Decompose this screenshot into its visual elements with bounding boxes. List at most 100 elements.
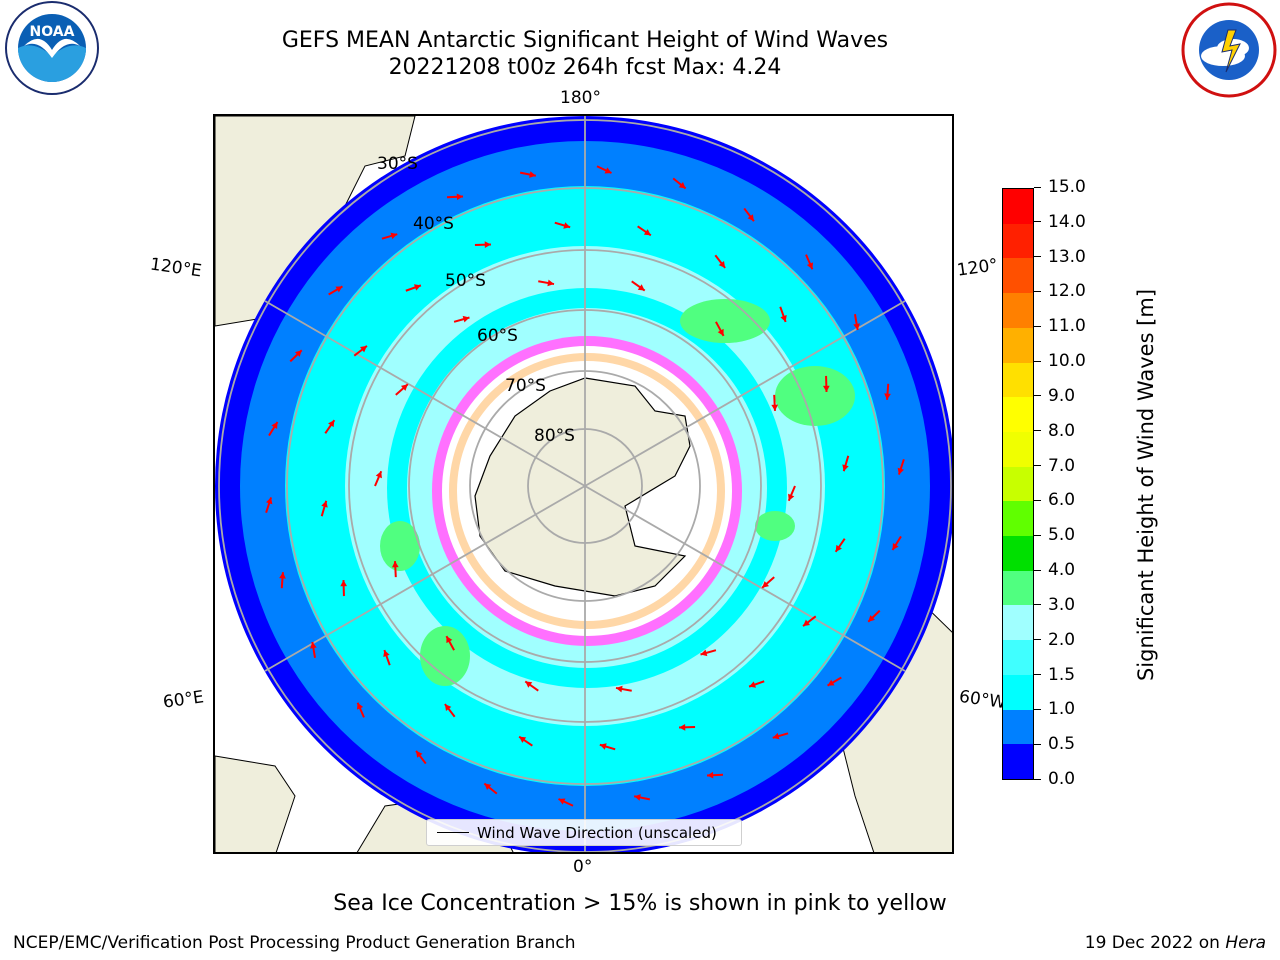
colorbar-tick: 14.0 <box>1034 212 1086 232</box>
nws-logo <box>1178 0 1280 100</box>
lon-label-top: 180° <box>560 88 601 108</box>
colorbar-segment <box>1003 709 1033 745</box>
lat-label-70s: 70°S <box>505 376 546 396</box>
wave-direction-arrowhead <box>462 315 470 323</box>
credit-branch: NCEP/EMC/Verification Post Processing Pr… <box>13 933 576 953</box>
wave-direction-arrowhead <box>822 385 830 392</box>
colorbar-tick: 4.0 <box>1034 560 1075 580</box>
wave-direction-arrowhead <box>717 328 724 336</box>
colorbar-tick: 13.0 <box>1034 247 1086 267</box>
colorbar-segment <box>1003 327 1033 363</box>
colorbar-tick: 10.0 <box>1034 351 1086 371</box>
colorbar-ticks: 0.0 0.5 1.0 1.5 2.0 3.0 4.0 5.0 6.0 7.0 8.0 9.0 10.0… <box>1034 177 1114 789</box>
wave-direction-arrowhead <box>294 350 302 357</box>
colorbar-segment <box>1003 362 1033 398</box>
colorbar-segment <box>1003 570 1033 606</box>
wave-direction-arrowhead <box>853 323 860 331</box>
colorbar-segment <box>1003 431 1033 467</box>
wave-direction-arrowhead <box>444 704 452 711</box>
colorbar-tick: 15.0 <box>1034 177 1086 197</box>
wave-direction-arrowhead <box>718 261 726 268</box>
wave-direction-arrowhead <box>679 723 686 731</box>
wave-direction-arrowhead <box>340 580 348 587</box>
wave-direction-arrowhead <box>749 681 757 688</box>
colorbar-tick: 3.0 <box>1034 595 1075 615</box>
wave-direction-arrowhead <box>335 286 343 293</box>
wave-direction-arrowhead <box>391 561 399 568</box>
wave-direction-arrowhead <box>806 262 814 270</box>
wave-direction-arrowhead <box>456 193 464 201</box>
lon-label-bottom: 0° <box>573 857 593 877</box>
colorbar <box>1002 188 1034 780</box>
colorbar-segment <box>1003 674 1033 710</box>
lon-label-lower-right: 60°W <box>957 686 1008 714</box>
colorbar-tick: 1.5 <box>1034 665 1075 685</box>
wave-direction-arrowhead <box>310 641 317 649</box>
wave-direction-arrowhead <box>747 214 754 222</box>
wave-direction-arrowhead <box>563 222 571 229</box>
chart-title: GEFS MEAN Antarctic Significant Height o… <box>281 28 889 53</box>
colorbar-tick: 2.0 <box>1034 630 1075 650</box>
wave-direction-arrowhead <box>892 543 899 551</box>
wave-direction-arrowhead <box>771 404 779 411</box>
colorbar-segment <box>1003 258 1033 294</box>
colorbar-segment <box>1003 466 1033 502</box>
wave-direction-arrowhead <box>383 650 390 658</box>
wave-direction-arrowhead <box>356 702 364 710</box>
wave-patch <box>380 521 420 571</box>
lat-label-40s: 40°S <box>413 214 454 234</box>
wave-direction-arrowhead <box>271 421 278 429</box>
colorbar-tick: 6.0 <box>1034 490 1075 510</box>
colorbar-segment <box>1003 397 1033 432</box>
credit-date: 19 Dec 2022 on Hera <box>1085 933 1266 953</box>
wave-direction-arrowhead <box>706 771 714 779</box>
colorbar-tick: 5.0 <box>1034 525 1075 545</box>
map-legend: Wind Wave Direction (unscaled) <box>426 819 742 846</box>
map-panel: 30°S 40°S 50°S 60°S 70°S 80°S <box>213 114 954 854</box>
colorbar-segment <box>1003 605 1033 641</box>
legend-line-swatch <box>437 832 469 833</box>
colorbar-tick: 1.0 <box>1034 699 1075 719</box>
lat-label-30s: 30°S <box>377 154 418 174</box>
wave-direction-arrowhead <box>868 615 876 622</box>
wave-patch <box>680 299 770 343</box>
wave-direction-arrowhead <box>772 732 780 740</box>
credit-date-text: 19 Dec 2022 on <box>1084 933 1220 953</box>
wave-direction-arrowhead <box>484 783 492 791</box>
wave-direction-arrowhead <box>328 420 335 428</box>
colorbar-segment <box>1003 223 1033 259</box>
wave-direction-arrowhead <box>643 229 651 236</box>
chart-subtitle: 20221208 t00z 264h fcst Max: 4.24 <box>388 55 782 80</box>
wind-wave-arrows <box>265 165 905 807</box>
wave-direction-arrowhead <box>360 345 367 353</box>
svg-text:NOAA: NOAA <box>30 24 75 40</box>
wave-direction-arrowhead <box>599 743 607 750</box>
lat-label-60s: 60°S <box>477 326 518 346</box>
lon-label-upper-left: 120°E <box>148 254 203 282</box>
wave-direction-arrowhead <box>780 314 787 322</box>
graticule <box>218 116 952 852</box>
wave-direction-arrowhead <box>390 232 398 240</box>
wave-patch <box>775 366 855 426</box>
colorbar-tick: 7.0 <box>1034 456 1075 476</box>
wave-direction-arrowhead <box>525 681 533 688</box>
wave-direction-arrowhead <box>375 471 382 479</box>
colorbar-label: Significant Height of Wind Waves [m] <box>1134 288 1158 682</box>
wave-direction-arrowhead <box>788 493 795 501</box>
polar-map <box>215 116 952 852</box>
colorbar-segment <box>1003 501 1033 537</box>
wave-direction-arrowhead <box>835 544 842 552</box>
wave-direction-arrowhead <box>416 750 423 758</box>
colorbar-tick: 0.5 <box>1034 734 1075 754</box>
credit-host: Hera <box>1225 933 1266 953</box>
wave-direction-arrowhead <box>615 685 623 693</box>
colorbar-segment <box>1003 536 1033 571</box>
wave-direction-arrowhead <box>321 500 328 508</box>
colorbar-segment <box>1003 293 1033 328</box>
wave-direction-arrowhead <box>678 181 686 189</box>
wave-direction-arrowhead <box>637 284 645 291</box>
wave-direction-arrowhead <box>803 619 810 627</box>
legend-label: Wind Wave Direction (unscaled) <box>477 823 717 842</box>
wave-direction-arrowhead <box>265 497 273 505</box>
wave-direction-arrowhead <box>519 736 527 743</box>
